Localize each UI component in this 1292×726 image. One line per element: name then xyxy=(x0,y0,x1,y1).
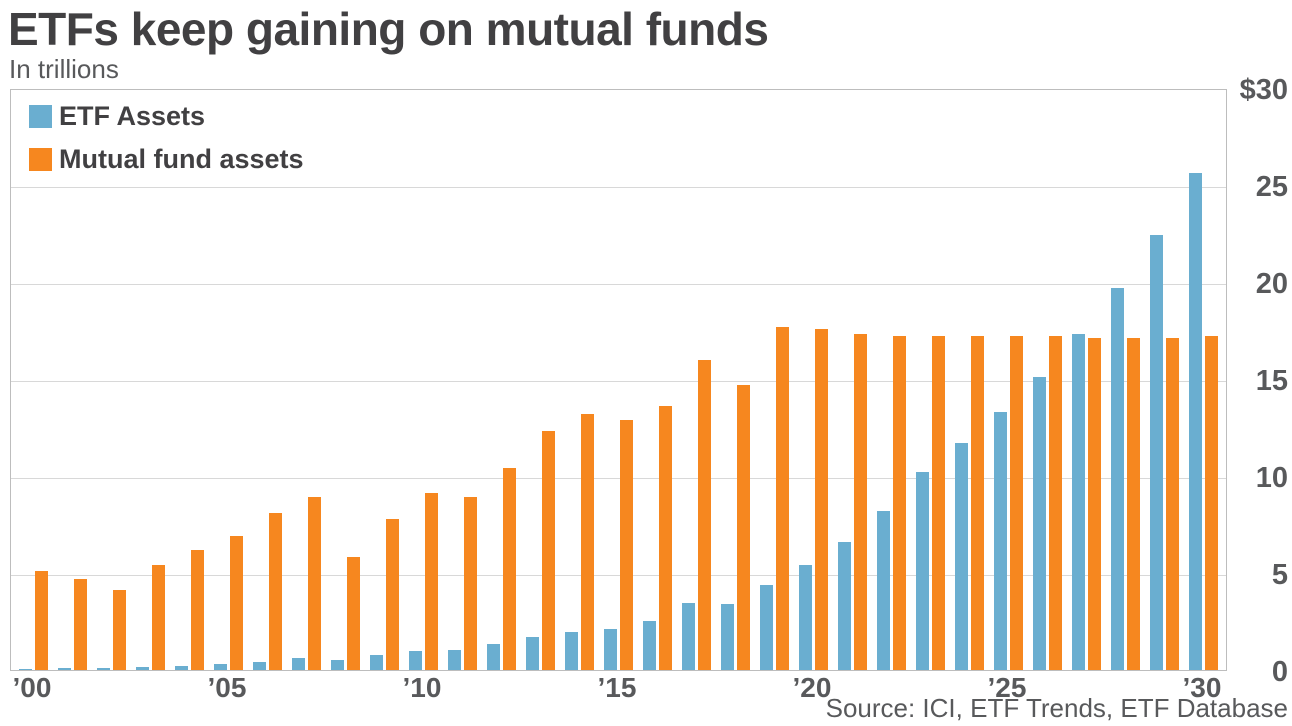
x-tick-label-2005: ’05 xyxy=(207,672,247,703)
gridline-10 xyxy=(11,478,1226,479)
bar-mutual-fund-2010 xyxy=(424,493,438,670)
bar-mutual-fund-2011 xyxy=(463,497,477,670)
bar-etf-2023 xyxy=(916,472,929,670)
bar-etf-2018 xyxy=(721,604,734,670)
bar-mutual-fund-2019 xyxy=(775,326,789,670)
bar-mutual-fund-2001 xyxy=(73,578,87,670)
bar-etf-2007 xyxy=(292,658,305,670)
bar-etf-2006 xyxy=(253,661,266,670)
y-tick-label-10: 10 xyxy=(1255,462,1288,494)
bar-etf-2005 xyxy=(214,664,227,670)
bar-etf-2013 xyxy=(526,637,539,670)
bar-mutual-fund-2018 xyxy=(736,384,750,670)
legend-label-mutual-fund: Mutual fund assets xyxy=(59,144,304,174)
y-axis: $30 25 20 15 10 5 0 xyxy=(1232,76,1288,687)
bar-etf-2025 xyxy=(994,411,1007,670)
legend-item-etf: ETF Assets xyxy=(29,103,304,130)
bar-mutual-fund-2026 xyxy=(1048,336,1062,670)
bar-etf-2001 xyxy=(58,668,71,670)
bar-mutual-fund-2008 xyxy=(346,557,360,670)
etf-assets-swatch xyxy=(29,105,52,128)
bar-etf-2004 xyxy=(175,665,188,670)
bar-etf-2011 xyxy=(448,649,461,670)
bar-mutual-fund-2007 xyxy=(307,497,321,670)
bar-mutual-fund-2006 xyxy=(268,512,282,670)
bar-etf-2008 xyxy=(331,659,344,670)
gridline-20 xyxy=(11,284,1226,285)
bar-mutual-fund-2017 xyxy=(697,359,711,670)
bar-mutual-fund-2027 xyxy=(1087,338,1101,670)
legend-item-mutual-fund: Mutual fund assets xyxy=(29,146,304,173)
y-tick-label-0: 0 xyxy=(1271,656,1288,688)
bar-etf-2030 xyxy=(1189,173,1202,670)
x-axis: ’00 ’05 ’10 ’15 ’20 ’25 ’30 xyxy=(10,674,1227,704)
bar-mutual-fund-2030 xyxy=(1204,336,1218,670)
bar-mutual-fund-2014 xyxy=(580,413,594,670)
y-tick-label-5: 5 xyxy=(1271,559,1288,591)
bar-mutual-fund-2028 xyxy=(1126,338,1140,670)
chart-plot-area: ETF Assets Mutual fund assets xyxy=(10,89,1227,671)
bar-mutual-fund-2015 xyxy=(619,419,633,670)
bar-etf-2014 xyxy=(565,631,578,670)
bar-etf-2022 xyxy=(877,510,890,670)
bar-etf-2020 xyxy=(799,565,812,670)
bar-etf-2017 xyxy=(682,603,695,670)
bar-mutual-fund-2013 xyxy=(541,431,555,670)
bar-mutual-fund-2002 xyxy=(112,590,126,670)
bar-mutual-fund-2004 xyxy=(190,549,204,670)
bar-etf-2010 xyxy=(409,650,422,670)
bar-etf-2012 xyxy=(487,644,500,670)
bar-etf-2002 xyxy=(97,668,110,670)
bar-mutual-fund-2009 xyxy=(385,518,399,670)
bar-mutual-fund-2012 xyxy=(502,468,516,670)
y-tick-label-20: 20 xyxy=(1255,268,1288,300)
bar-etf-2003 xyxy=(136,667,149,670)
bar-etf-2027 xyxy=(1072,334,1085,670)
legend-label-etf: ETF Assets xyxy=(59,101,206,131)
bar-etf-2028 xyxy=(1111,287,1124,670)
x-tick-label-2010: ’10 xyxy=(402,672,442,703)
y-tick-label-30: $30 xyxy=(1239,74,1288,106)
mutual-fund-swatch xyxy=(29,148,52,171)
bar-mutual-fund-2005 xyxy=(229,536,243,670)
x-tick-label-2025: ’25 xyxy=(987,672,1027,703)
gridline-15 xyxy=(11,381,1226,382)
bar-etf-2029 xyxy=(1150,235,1163,670)
x-tick-label-2030: ’30 xyxy=(1182,672,1222,703)
x-tick-label-2015: ’15 xyxy=(597,672,637,703)
bar-etf-2015 xyxy=(604,629,617,670)
chart-subtitle: In trillions xyxy=(9,54,119,84)
bar-etf-2024 xyxy=(955,443,968,670)
bar-etf-2026 xyxy=(1033,377,1046,670)
gridline-5 xyxy=(11,575,1226,576)
bar-etf-2009 xyxy=(370,654,383,670)
gridline-25 xyxy=(11,187,1226,188)
bar-mutual-fund-2025 xyxy=(1009,336,1023,670)
bar-mutual-fund-2029 xyxy=(1165,338,1179,670)
bar-etf-2000 xyxy=(19,668,32,670)
bar-mutual-fund-2016 xyxy=(658,406,672,670)
page-title: ETFs keep gaining on mutual funds xyxy=(8,3,769,55)
x-tick-label-2000: ’00 xyxy=(12,672,52,703)
bar-etf-2016 xyxy=(643,620,656,670)
bar-mutual-fund-2020 xyxy=(814,328,828,670)
bar-etf-2019 xyxy=(760,584,773,670)
x-tick-label-2020: ’20 xyxy=(792,672,832,703)
source-attribution: Source: ICI, ETF Trends, ETF Database xyxy=(825,693,1288,723)
bar-mutual-fund-2000 xyxy=(34,571,48,670)
y-tick-label-25: 25 xyxy=(1255,171,1288,203)
bar-etf-2021 xyxy=(838,541,851,670)
bar-mutual-fund-2003 xyxy=(151,565,165,670)
bar-mutual-fund-2023 xyxy=(931,336,945,670)
chart-legend: ETF Assets Mutual fund assets xyxy=(29,103,304,189)
bar-mutual-fund-2021 xyxy=(853,334,867,670)
bar-mutual-fund-2022 xyxy=(892,336,906,670)
y-tick-label-15: 15 xyxy=(1255,365,1288,397)
bar-mutual-fund-2024 xyxy=(970,336,984,670)
